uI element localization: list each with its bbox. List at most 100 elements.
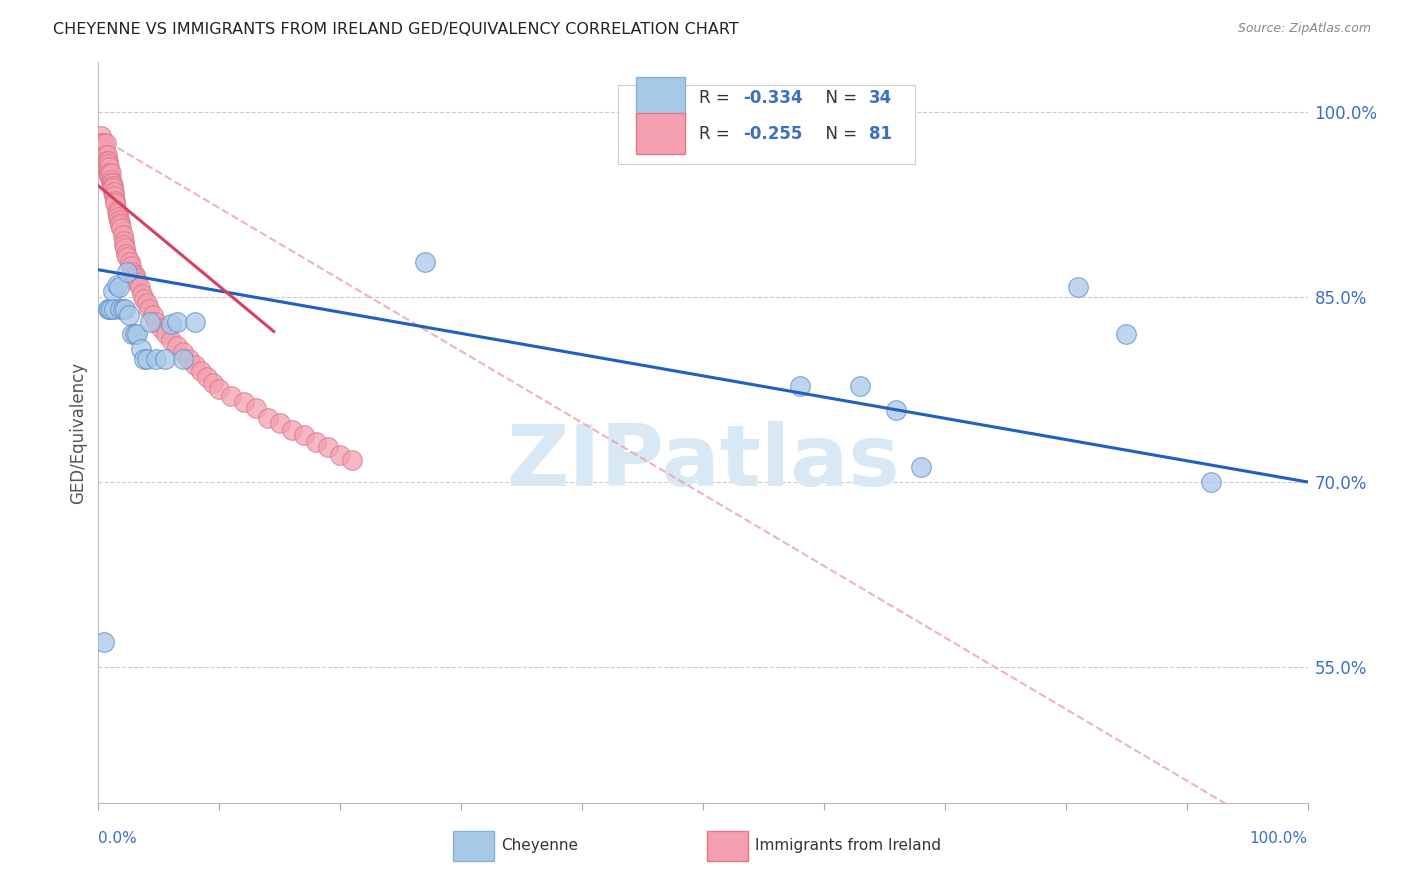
Point (100, 177, 122, 191)
Point (100, 172, 122, 186)
Point (94, 148, 117, 162)
Point (96, 154, 118, 169)
FancyBboxPatch shape (707, 831, 748, 861)
Point (111, 228, 134, 243)
Point (108, 216, 131, 230)
Point (184, 358, 207, 372)
FancyBboxPatch shape (453, 831, 494, 861)
Point (172, 345, 194, 359)
Point (232, 394, 254, 409)
Text: -0.255: -0.255 (742, 125, 803, 143)
Point (105, 277, 128, 292)
Text: -0.334: -0.334 (742, 88, 803, 107)
Point (910, 460, 932, 475)
Point (145, 351, 167, 366)
Point (166, 339, 188, 353)
Point (104, 196, 127, 211)
Text: ZIPatlas: ZIPatlas (506, 421, 900, 504)
Point (127, 275, 149, 289)
Point (107, 206, 129, 220)
Point (155, 326, 177, 341)
Point (1067, 280, 1090, 294)
Point (292, 428, 315, 442)
FancyBboxPatch shape (637, 77, 685, 119)
Point (269, 416, 291, 430)
Point (114, 302, 136, 317)
Point (125, 271, 148, 285)
Point (96, 161, 118, 175)
FancyBboxPatch shape (637, 112, 685, 154)
Point (121, 265, 143, 279)
Point (208, 383, 231, 397)
Point (134, 293, 156, 307)
Point (135, 296, 157, 310)
Point (94, 161, 117, 175)
Point (342, 452, 364, 467)
Point (117, 251, 139, 265)
Point (145, 315, 167, 329)
Point (221, 389, 243, 403)
Point (94, 154, 117, 169)
Point (115, 246, 138, 260)
Point (195, 370, 218, 384)
Text: N =: N = (815, 125, 863, 143)
Point (107, 210, 129, 224)
Point (110, 220, 132, 235)
Point (108, 219, 131, 233)
Text: 100.0%: 100.0% (1250, 831, 1308, 846)
Point (121, 326, 143, 341)
Point (1199, 475, 1222, 489)
Point (305, 435, 328, 450)
Point (98, 302, 121, 317)
Point (97, 154, 120, 169)
Point (1115, 326, 1137, 341)
Text: Immigrants from Ireland: Immigrants from Ireland (755, 838, 941, 854)
Point (245, 401, 267, 415)
Text: 34: 34 (869, 88, 891, 107)
Point (160, 317, 183, 331)
Point (93, 142, 115, 156)
Point (131, 287, 153, 301)
Point (98, 169, 121, 183)
Text: 81: 81 (869, 125, 891, 143)
Point (96, 148, 118, 162)
Point (93, 635, 115, 649)
Text: Source: ZipAtlas.com: Source: ZipAtlas.com (1237, 22, 1371, 36)
Point (849, 378, 872, 392)
Point (105, 203, 128, 218)
Point (101, 185, 124, 199)
Point (129, 342, 152, 356)
Point (190, 364, 212, 378)
Point (179, 351, 201, 366)
Point (98, 161, 121, 175)
Point (103, 185, 125, 199)
Point (134, 351, 156, 366)
Point (139, 315, 162, 329)
Point (97, 156, 120, 170)
Point (886, 403, 908, 417)
Point (103, 188, 125, 202)
Point (789, 378, 811, 392)
Point (118, 255, 141, 269)
Point (108, 302, 131, 317)
Point (101, 178, 124, 193)
Point (90, 129, 112, 144)
Point (101, 284, 124, 298)
Point (97, 302, 120, 317)
Point (93, 136, 115, 150)
Point (281, 423, 304, 437)
Point (118, 309, 141, 323)
Point (172, 351, 194, 366)
Point (91, 154, 114, 169)
Text: Cheyenne: Cheyenne (501, 838, 578, 854)
Text: CHEYENNE VS IMMIGRANTS FROM IRELAND GED/EQUIVALENCY CORRELATION CHART: CHEYENNE VS IMMIGRANTS FROM IRELAND GED/… (53, 22, 740, 37)
Y-axis label: GED/Equivalency: GED/Equivalency (69, 361, 87, 504)
Point (160, 333, 183, 347)
Point (100, 177, 122, 191)
Point (114, 240, 136, 255)
Point (112, 235, 135, 249)
Point (100, 302, 122, 317)
Point (101, 181, 124, 195)
Point (104, 194, 127, 208)
Text: 0.0%: 0.0% (98, 831, 138, 846)
